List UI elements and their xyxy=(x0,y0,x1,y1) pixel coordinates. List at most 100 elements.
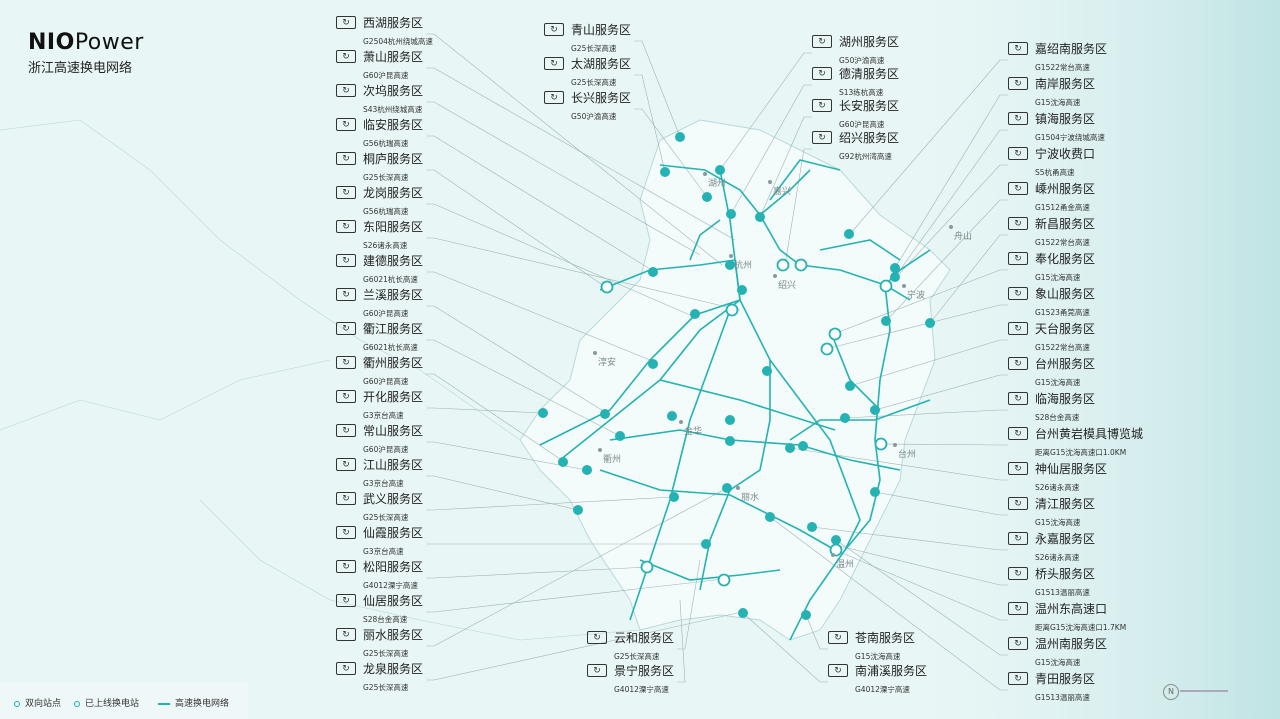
station-name: 云和服务区 xyxy=(614,631,675,645)
city-dot xyxy=(679,420,683,424)
station-road: S28台金高速 xyxy=(363,615,408,624)
station-road: S26诸永高速 xyxy=(363,241,408,250)
station-name: 嵊州服务区 xyxy=(1035,182,1096,196)
legend-online: 已上线换电站 xyxy=(74,696,139,709)
battery-swap-icon: ↻ xyxy=(336,84,356,97)
online-station-marker xyxy=(844,229,854,239)
online-station-marker xyxy=(573,505,583,515)
two-way-dot-icon xyxy=(14,700,20,707)
leader-line xyxy=(730,84,812,215)
station-name: 天台服务区 xyxy=(1035,322,1096,336)
city-dots xyxy=(593,172,953,557)
battery-swap-icon: ↻ xyxy=(336,662,356,675)
station-name: 衢江服务区 xyxy=(363,322,424,336)
station-name: 常山服务区 xyxy=(363,424,424,438)
city-label: 温州 xyxy=(836,560,855,570)
station-name: 萧山服务区 xyxy=(363,50,424,64)
leader-line xyxy=(885,199,1008,322)
station-road: G25长深高速 xyxy=(363,513,409,522)
online-station-marker xyxy=(725,436,735,446)
leader-line xyxy=(874,374,1008,411)
station-road: G50沪渝高速 xyxy=(571,112,617,121)
leader-line xyxy=(849,339,1008,387)
battery-swap-icon: ↻ xyxy=(1008,672,1028,685)
online-station-marker xyxy=(600,409,610,419)
station-name: 神仙居服务区 xyxy=(1035,462,1108,476)
leader-line xyxy=(789,447,1008,481)
city-label: 杭州 xyxy=(734,261,753,271)
battery-swap-icon: ↻ xyxy=(336,492,356,505)
station-name: 次坞服务区 xyxy=(363,84,424,98)
city-dot xyxy=(831,553,835,557)
online-station-marker xyxy=(765,512,775,522)
leader-line xyxy=(894,129,1008,278)
station-road: G25长深高速 xyxy=(571,44,617,53)
station-name: 江山服务区 xyxy=(363,458,424,472)
station-name: 宁波收费口 xyxy=(1035,147,1096,161)
station-name: 青田服务区 xyxy=(1035,672,1096,686)
online-dot-icon xyxy=(74,700,80,707)
online-station-marker xyxy=(925,318,935,328)
battery-swap-icon: ↻ xyxy=(1008,532,1028,545)
station-name: 台州服务区 xyxy=(1035,357,1096,371)
map-legend: 双向站点 已上线换电站 高速换电网络 xyxy=(0,683,248,719)
station-road: G15沈海高速 xyxy=(855,652,901,661)
station-road: S43杭州绕城高速 xyxy=(363,105,423,114)
station-name: 丽水服务区 xyxy=(363,628,424,642)
station-road: G1512甬金高速 xyxy=(1035,203,1090,212)
station-road: G3京台高速 xyxy=(363,479,404,488)
station-name: 龙泉服务区 xyxy=(363,662,424,676)
leader-line xyxy=(835,539,1008,656)
online-station-marker xyxy=(801,610,811,620)
station-name: 新昌服务区 xyxy=(1035,217,1096,231)
battery-swap-icon: ↻ xyxy=(1008,427,1028,440)
leader-line xyxy=(426,496,675,511)
online-station-marker xyxy=(715,165,725,175)
battery-swap-icon: ↻ xyxy=(828,631,848,644)
leader-line xyxy=(426,169,611,291)
battery-swap-icon: ↻ xyxy=(336,594,356,607)
leader-line xyxy=(426,271,651,361)
leader-line xyxy=(784,148,812,266)
network-line-icon xyxy=(158,702,170,705)
station-road: G4012溧宁高速 xyxy=(614,685,669,694)
city-dot xyxy=(703,172,707,176)
city-dot xyxy=(768,180,772,184)
station-road: G15沈海高速 xyxy=(1035,98,1081,107)
station-road: G92杭州湾高速 xyxy=(839,152,892,161)
battery-swap-icon: ↻ xyxy=(336,628,356,641)
station-name: 台州黄岩模具博览城 xyxy=(1035,427,1144,441)
leader-line xyxy=(844,409,1008,419)
station-road: G6021杭长高速 xyxy=(363,343,418,352)
online-station-marker xyxy=(726,209,736,219)
online-station-marker xyxy=(702,192,712,202)
station-road: G2504杭州绕城高速 xyxy=(363,37,433,46)
city-dot xyxy=(949,225,953,229)
online-station-marker xyxy=(831,535,841,545)
battery-swap-icon: ↻ xyxy=(336,288,356,301)
two-way-station-marker xyxy=(725,303,739,317)
leader-line xyxy=(834,544,1008,586)
city-label: 金华 xyxy=(684,427,703,437)
station-road: G1522常台高速 xyxy=(1035,63,1090,72)
station-road: G60沪昆高速 xyxy=(363,71,409,80)
online-station-marker xyxy=(701,539,711,549)
battery-swap-icon: ↻ xyxy=(812,99,832,112)
station-road: S13练杭高速 xyxy=(839,88,884,97)
station-name: 龙岗服务区 xyxy=(363,186,424,200)
station-name: 衢州服务区 xyxy=(363,356,424,370)
battery-swap-icon: ↻ xyxy=(1008,112,1028,125)
station-road: G50沪渝高速 xyxy=(839,56,885,65)
station-road: S28台金高速 xyxy=(1035,413,1080,422)
leader-line xyxy=(759,116,812,218)
station-name: 长兴服务区 xyxy=(571,91,632,105)
scale-bar xyxy=(1180,690,1228,692)
battery-swap-icon: ↻ xyxy=(336,50,356,63)
station-road: G60沪昆高速 xyxy=(839,120,885,129)
battery-swap-icon: ↻ xyxy=(336,152,356,165)
station-name: 温州东高速口 xyxy=(1035,602,1108,616)
city-dot xyxy=(593,351,597,355)
two-way-station-marker xyxy=(879,279,893,293)
station-name: 长安服务区 xyxy=(839,99,900,113)
